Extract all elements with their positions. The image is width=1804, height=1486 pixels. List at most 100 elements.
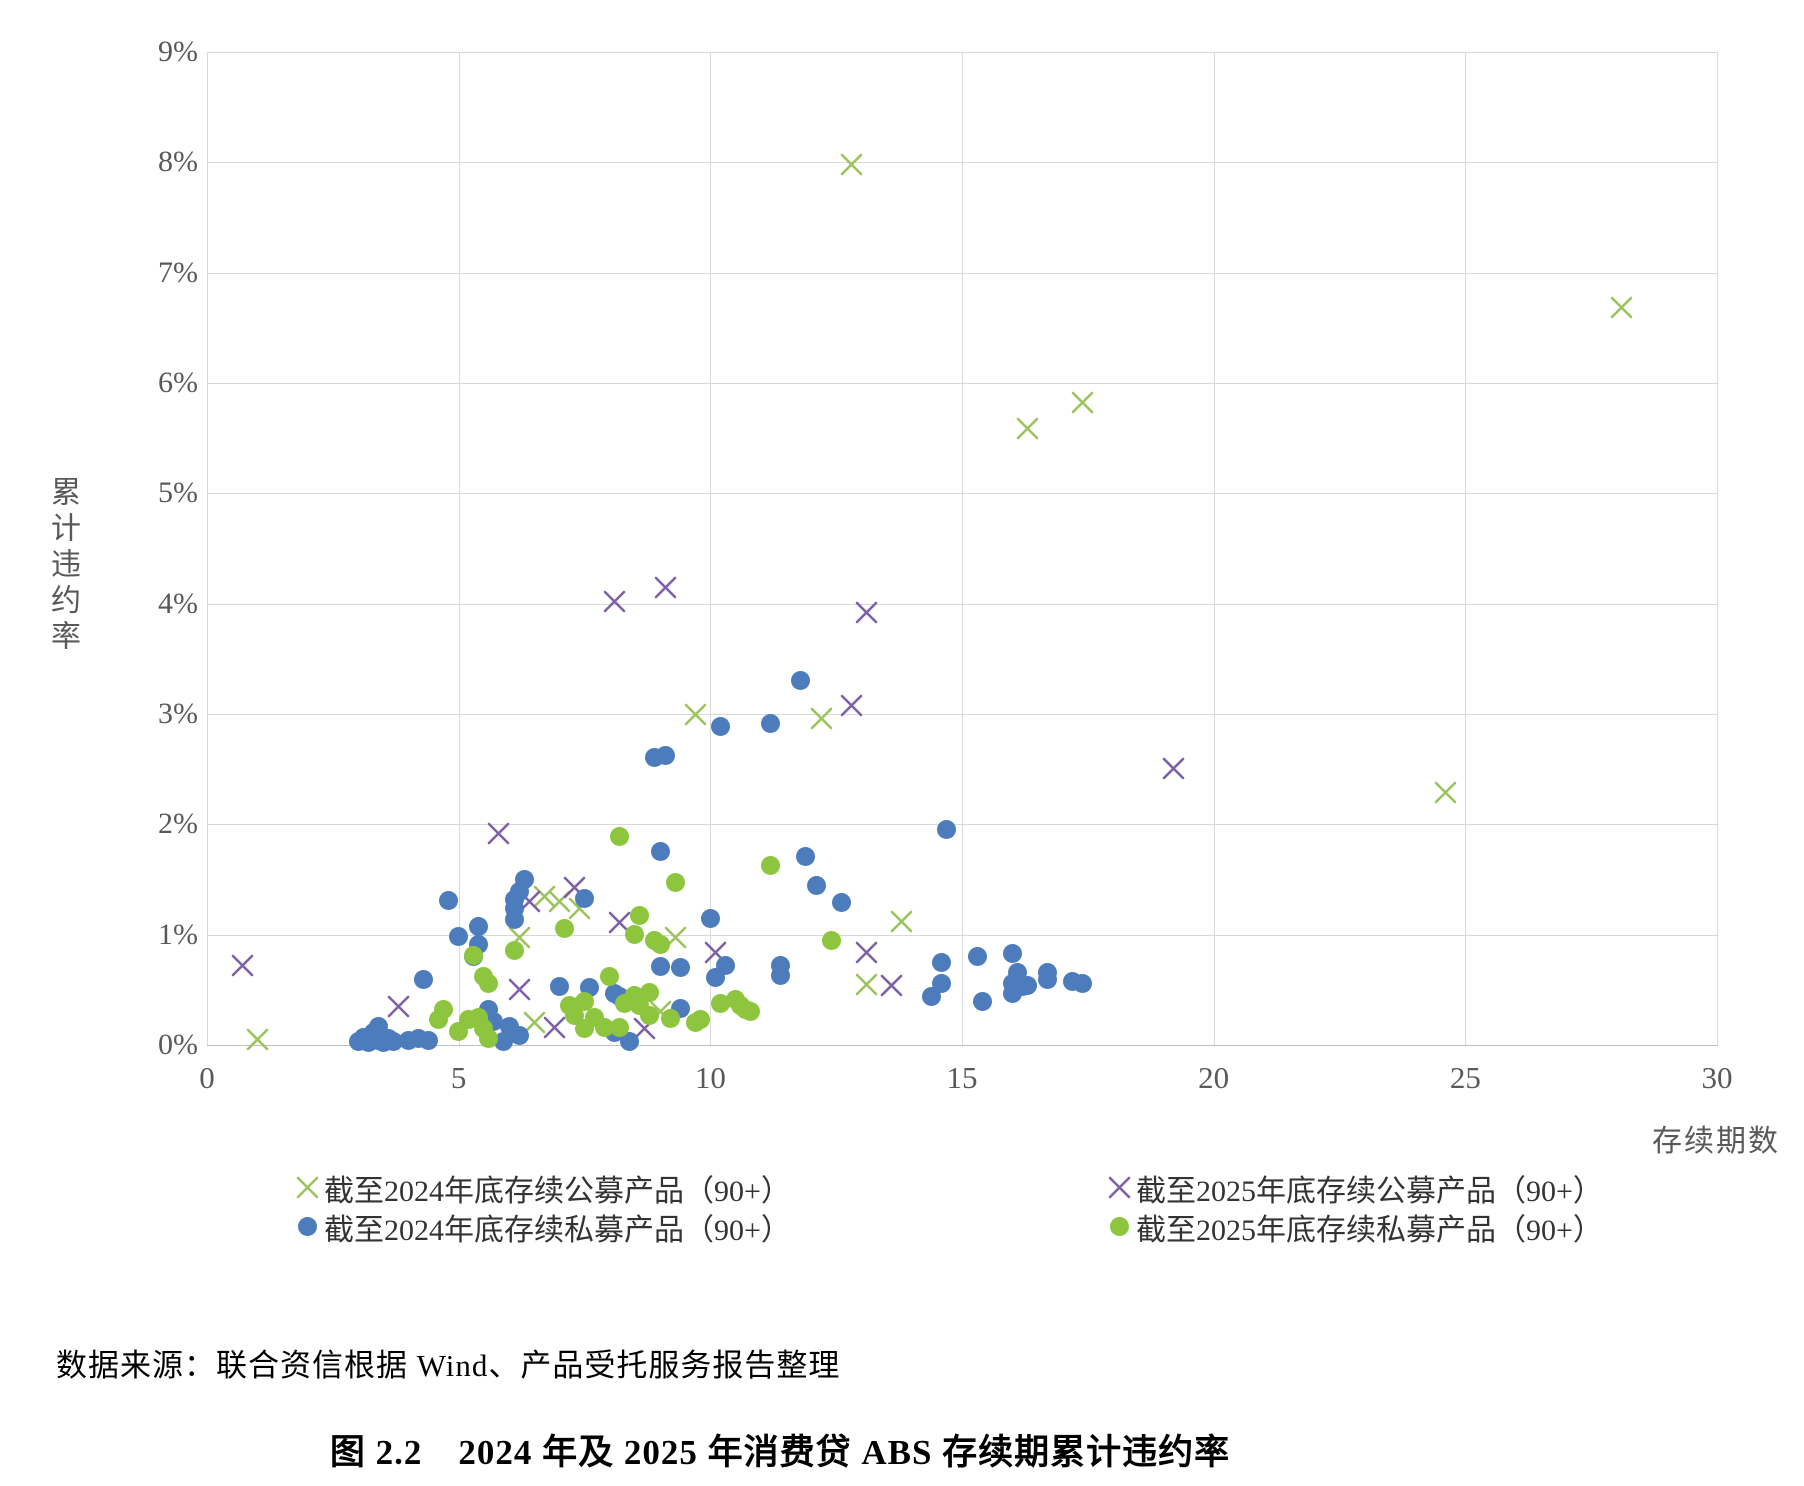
data-point-x — [855, 973, 878, 1001]
data-point-circle — [650, 935, 670, 955]
data-point-circle — [831, 893, 851, 913]
x-tick-label: 5 — [450, 1060, 467, 1095]
data-point-circle — [514, 870, 534, 889]
data-point-circle — [439, 890, 459, 910]
data-point-circle — [549, 977, 569, 997]
data-point-x — [231, 954, 254, 982]
data-point-x — [880, 974, 903, 1002]
data-point-circle — [796, 846, 816, 866]
data-point-circle — [660, 1009, 680, 1029]
legend-column-right: 截至2025年底存续公募产品（90+） 截至2025年底存续私募产品（90+） — [1105, 1168, 1603, 1247]
y-tick-label: 1% — [158, 917, 198, 951]
data-point-circle — [1038, 962, 1058, 982]
data-point-circle — [791, 671, 811, 691]
legend-item-2024-public: 截至2024年底存续公募产品（90+） — [293, 1168, 791, 1208]
data-point-x — [840, 694, 863, 722]
legend-column-left: 截至2024年底存续公募产品（90+） 截至2024年底存续私募产品（90+） — [293, 1168, 791, 1247]
data-point-x — [1016, 417, 1039, 445]
gridline-vertical — [1213, 52, 1215, 1045]
data-point-circle — [464, 946, 484, 966]
data-point-circle — [932, 973, 952, 993]
data-point-circle — [821, 930, 841, 950]
data-point-circle — [413, 970, 433, 990]
data-point-circle — [383, 1032, 403, 1052]
data-point-x — [840, 153, 863, 181]
data-point-circle — [806, 875, 826, 895]
figure-title: 图 2.2 2024 年及 2025 年消费贷 ABS 存续期累计违约率 — [329, 1433, 1231, 1472]
data-point-circle — [434, 1000, 454, 1020]
data-point-circle — [967, 947, 987, 967]
legend-item-2025-public: 截至2025年底存续公募产品（90+） — [1105, 1168, 1603, 1208]
data-point-circle — [610, 1017, 630, 1037]
data-point-circle — [670, 958, 690, 978]
data-point-circle — [932, 952, 952, 972]
data-point-circle — [630, 906, 650, 926]
data-point-x — [543, 1016, 566, 1044]
y-tick-label: 5% — [158, 476, 198, 510]
gridline-horizontal — [207, 162, 1717, 164]
data-point-circle — [575, 992, 594, 1012]
gridline-vertical — [458, 52, 460, 1045]
data-point-x — [523, 1011, 546, 1039]
x-tick-label: 10 — [694, 1060, 726, 1095]
gridline-horizontal — [207, 714, 1717, 715]
data-point-circle — [610, 826, 630, 846]
data-point-circle — [937, 820, 957, 840]
data-point-x — [855, 941, 878, 969]
data-point-circle — [504, 940, 524, 960]
data-point-x — [487, 822, 510, 850]
data-point-circle — [469, 917, 489, 937]
data-point-x — [855, 601, 878, 629]
x-axis-baseline — [207, 1045, 1718, 1046]
gridline-horizontal — [207, 603, 1717, 605]
y-tick-label: 9% — [158, 35, 198, 68]
data-point-circle — [715, 956, 735, 976]
x-tick-label: 15 — [946, 1060, 978, 1095]
gridline-horizontal — [207, 52, 1717, 53]
data-point-circle — [620, 1032, 640, 1052]
data-point-circle — [509, 1025, 529, 1045]
legend-item-2024-private: 截至2024年底存续私募产品（90+） — [293, 1207, 791, 1247]
x-tick-label: 20 — [1198, 1060, 1230, 1095]
data-point-circle — [710, 993, 730, 1013]
data-point-circle — [580, 978, 600, 998]
x-tick-label: 30 — [1701, 1060, 1733, 1095]
gridline-horizontal — [207, 934, 1717, 936]
y-tick-label: 8% — [158, 145, 198, 179]
y-tick-label: 2% — [158, 807, 198, 841]
gridline-horizontal — [207, 824, 1717, 826]
data-point-x — [387, 995, 410, 1023]
y-tick-label: 0% — [158, 1028, 198, 1061]
data-point-circle — [418, 1031, 438, 1051]
data-point-circle — [1073, 973, 1093, 993]
data-point-circle — [665, 873, 685, 893]
legend-label-2024-public: 截至2024年底存续公募产品（90+） — [324, 1174, 791, 1208]
data-point-circle — [700, 908, 720, 928]
data-point-circle — [690, 1010, 710, 1030]
data-point-x — [1434, 781, 1457, 809]
data-point-circle — [972, 992, 992, 1012]
gridline-vertical — [710, 52, 712, 1045]
data-point-circle — [771, 956, 791, 976]
legend-label-2024-private: 截至2024年底存续私募产品（90+） — [324, 1213, 791, 1247]
data-point-circle — [640, 982, 660, 1002]
data-point-x — [508, 978, 531, 1006]
x-tick-label: 25 — [1449, 1060, 1481, 1095]
data-point-circle — [710, 716, 730, 736]
y-axis-line — [207, 52, 208, 1045]
green-x-marker-icon — [293, 1174, 321, 1202]
gridline-vertical — [962, 52, 963, 1045]
data-point-circle — [575, 888, 594, 908]
data-point-x — [603, 590, 626, 618]
data-point-circle — [1017, 975, 1037, 995]
data-point-circle — [655, 746, 675, 766]
blue-dot-marker-icon — [293, 1213, 321, 1241]
legend-label-2025-private: 截至2025年底存续私募产品（90+） — [1136, 1213, 1603, 1247]
gridline-horizontal — [207, 272, 1717, 274]
data-point-circle — [640, 1005, 660, 1025]
data-point-circle — [761, 714, 781, 734]
x-tick-label: 0 — [199, 1060, 215, 1095]
gridline-horizontal — [207, 383, 1717, 384]
data-point-x — [1071, 391, 1094, 419]
